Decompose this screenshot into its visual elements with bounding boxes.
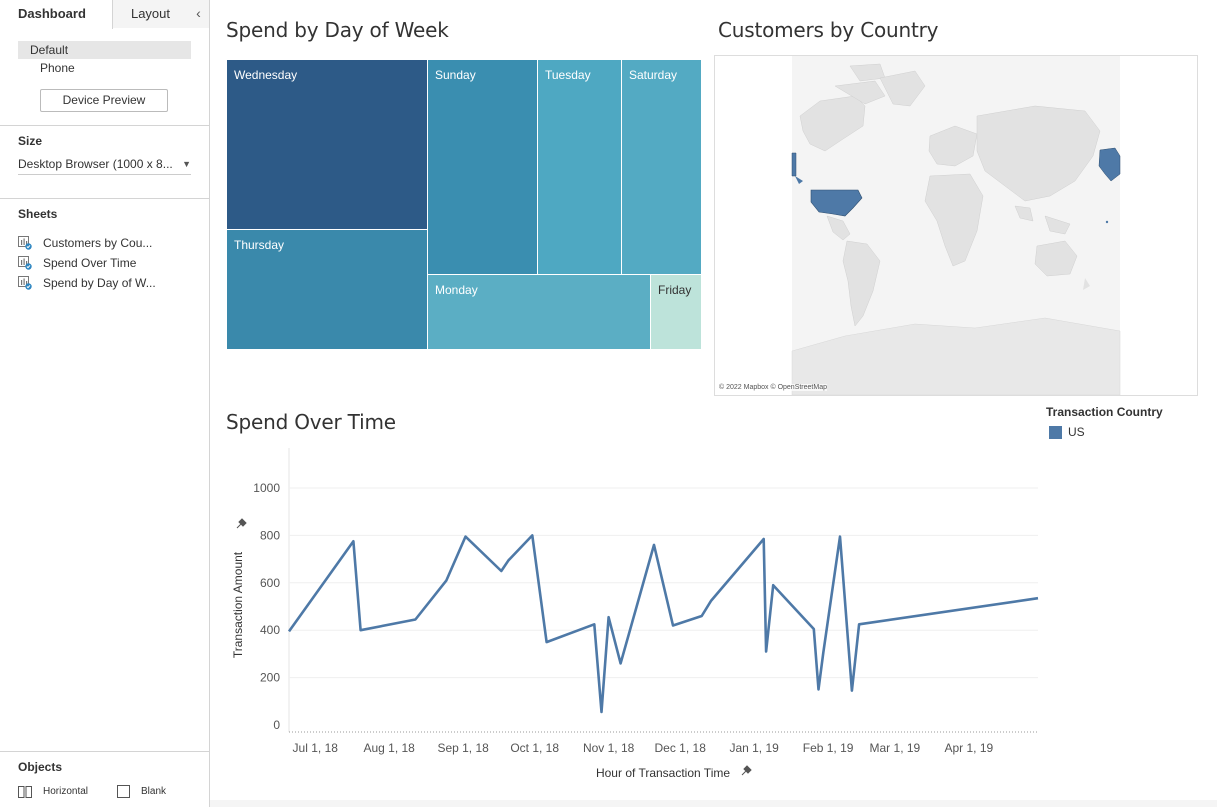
tab-layout[interactable]: Layout [113,0,188,28]
objects-section-title: Objects [18,760,63,774]
size-dropdown-value: Desktop Browser (1000 x 8... [18,157,173,171]
y-axis-label: Transaction Amount [231,551,245,658]
map-credit: © 2022 Mapbox © OpenStreetMap [719,384,827,391]
x-tick-label: Mar 1, 19 [870,741,921,755]
x-tick-label: Jan 1, 19 [729,741,779,755]
treemap-cell-thursday[interactable]: Thursday [227,230,428,350]
size-dropdown[interactable]: Desktop Browser (1000 x 8... ▼ [18,153,191,175]
sheets-section-title: Sheets [18,207,58,221]
x-tick-label: Feb 1, 19 [803,741,854,755]
legend-swatch-us[interactable] [1049,426,1062,439]
size-section-title: Size [18,134,43,148]
series-line[interactable] [287,534,1039,714]
device-default[interactable]: Default [18,41,191,59]
line-chart[interactable]: 0 200 400 600 800 1000 Jul 1, 18 Aug 1, 18 Sep … [210,440,1050,800]
device-phone[interactable]: Phone [40,61,75,75]
x-tick-label: Nov 1, 18 [583,741,635,755]
y-tick-labels: 0 200 400 600 800 1000 [253,481,280,732]
object-blank-label: Blank [141,786,167,797]
legend-title: Transaction Country [1046,405,1163,419]
map-title: Customers by Country [718,18,939,42]
treemap-cell-saturday[interactable]: Saturday [622,60,702,275]
x-tick-label: Dec 1, 18 [655,741,707,755]
divider [0,125,209,126]
object-horizontal-label: Horizontal [43,786,89,797]
treemap-cell-wednesday[interactable]: Wednesday [227,60,428,230]
pin-icon[interactable] [741,765,752,776]
collapse-panel-icon[interactable]: ‹ [188,0,209,28]
x-tick-label: Aug 1, 18 [363,741,415,755]
x-tick-labels: Jul 1, 18 Aug 1, 18 Sep 1, 18 Oct 1, 18 Nov … [293,741,994,755]
treemap-cell-sunday[interactable]: Sunday [428,60,538,275]
dashboard-canvas: Spend by Day of Week Wednesday Thursday … [210,0,1217,800]
world-map-canvas [791,56,1121,396]
pin-icon[interactable] [236,518,247,529]
treemap-cell-friday[interactable]: Friday [651,275,702,350]
y-tick-label: 800 [260,528,280,542]
line-chart-title: Spend Over Time [226,410,396,434]
sheet-in-use-icon [18,256,32,270]
treemap-cell-monday[interactable]: Monday [428,275,651,350]
x-axis-label: Hour of Transaction Time [596,766,730,780]
divider [0,198,209,199]
sheet-item-label: Spend by Day of W... [43,276,156,290]
panel-tabs: Dashboard Layout ‹ [0,0,209,29]
y-tick-label: 200 [260,671,280,685]
chevron-down-icon: ▼ [182,159,191,169]
x-tick-label: Jul 1, 18 [293,741,339,755]
tab-dashboard[interactable]: Dashboard [0,0,113,29]
x-tick-label: Apr 1, 19 [944,741,993,755]
y-tick-label: 600 [260,576,280,590]
legend-label-us[interactable]: US [1068,425,1085,439]
x-tick-label: Oct 1, 18 [510,741,559,755]
world-map[interactable]: © 2022 Mapbox © OpenStreetMap [714,55,1198,396]
horizontal-container-icon [18,786,32,798]
blank-object-icon [117,785,130,798]
sheet-item-label: Customers by Cou... [43,236,153,250]
y-tick-label: 0 [273,718,280,732]
device-list: Default Phone [18,41,191,77]
divider [0,751,209,752]
left-panel: Dashboard Layout ‹ Default Phone Device … [0,0,210,807]
treemap-cell-tuesday[interactable]: Tuesday [538,60,622,275]
y-tick-label: 1000 [253,481,280,495]
y-tick-label: 400 [260,623,280,637]
sheet-in-use-icon [18,276,32,290]
sheet-item-label: Spend Over Time [43,256,137,270]
treemap-title: Spend by Day of Week [226,18,449,42]
sheet-in-use-icon [18,236,32,250]
x-tick-label: Sep 1, 18 [437,741,489,755]
device-preview-button[interactable]: Device Preview [40,89,168,112]
